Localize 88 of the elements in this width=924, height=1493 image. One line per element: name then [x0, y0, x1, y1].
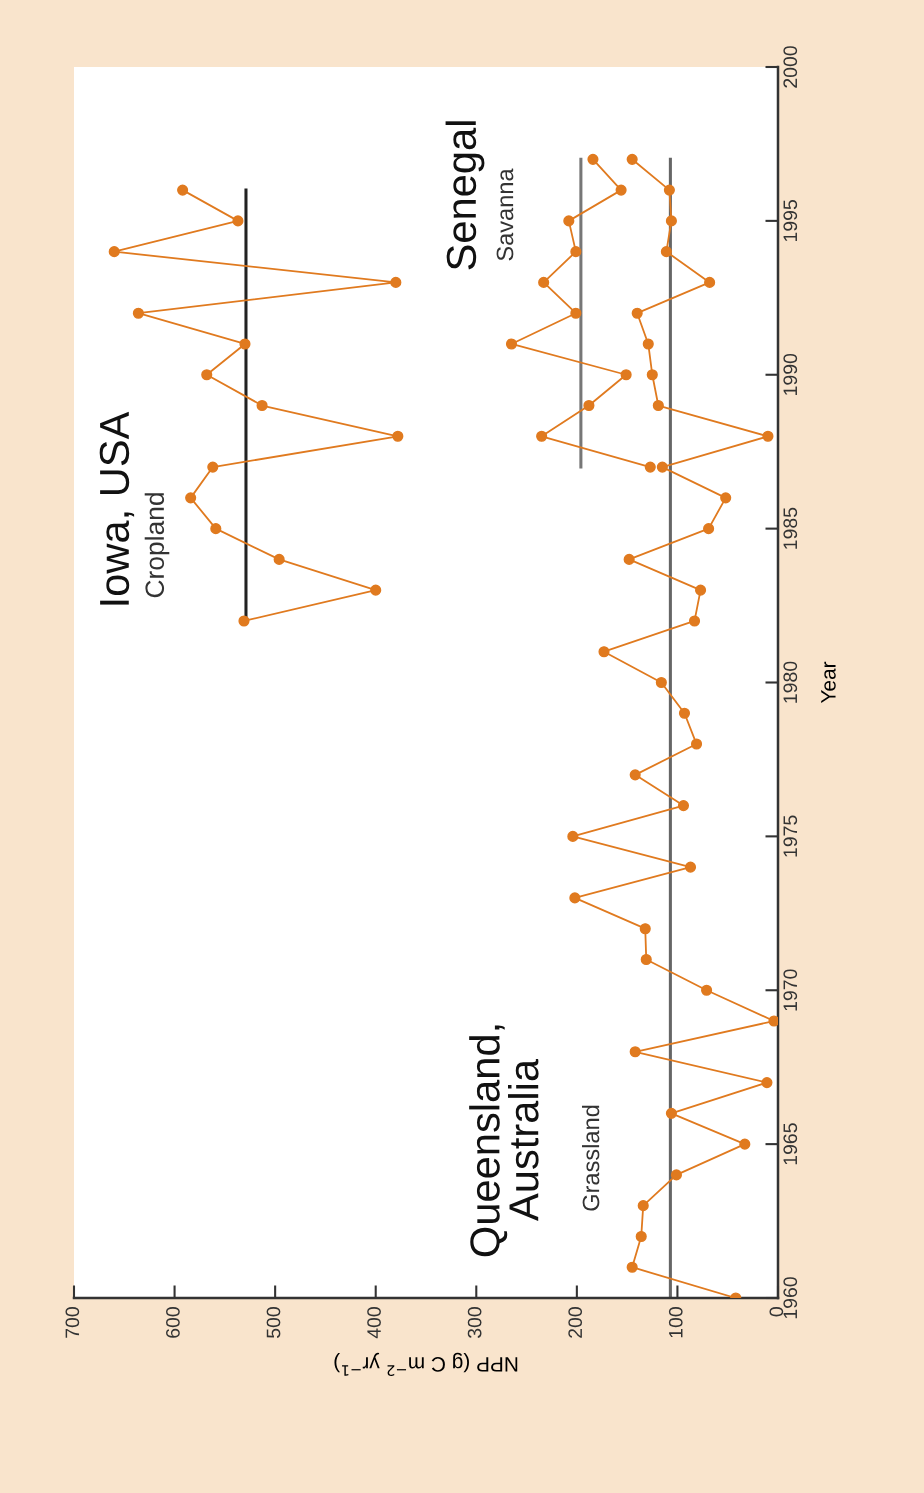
- point: [238, 615, 250, 627]
- point: [273, 553, 285, 565]
- point: [739, 1138, 751, 1150]
- point: [256, 399, 268, 412]
- point: [678, 707, 691, 719]
- point: [665, 215, 677, 227]
- point: [703, 523, 715, 535]
- point: [642, 338, 654, 350]
- annotation: Savanna: [496, 168, 514, 261]
- y-tick-label: 1995: [783, 200, 798, 242]
- point: [598, 646, 610, 658]
- point: [567, 830, 579, 842]
- point: [677, 800, 690, 812]
- x-tick-label: 700: [65, 1307, 80, 1338]
- point: [201, 369, 213, 381]
- point: [762, 430, 774, 442]
- point: [635, 1230, 647, 1243]
- point: [108, 246, 120, 258]
- point: [210, 523, 222, 535]
- point: [177, 184, 189, 196]
- point: [232, 215, 244, 227]
- y-tick-label: 1965: [783, 1123, 798, 1165]
- annotation: Senegal: [445, 121, 485, 270]
- point: [761, 1077, 773, 1089]
- x-tick-label: 400: [367, 1307, 381, 1339]
- point: [663, 184, 675, 196]
- x-tick-label: 300: [467, 1307, 482, 1339]
- point: [239, 338, 251, 350]
- point: [631, 307, 643, 319]
- annotation: Cropland: [144, 493, 170, 598]
- point: [665, 1107, 677, 1119]
- x-tick-label: 500: [266, 1307, 281, 1338]
- point: [370, 584, 382, 596]
- point: [392, 430, 404, 442]
- point: [768, 1015, 778, 1027]
- point: [583, 399, 595, 412]
- point: [570, 246, 582, 258]
- point: [646, 369, 658, 381]
- x-tick-label: 100: [668, 1307, 683, 1338]
- point: [620, 369, 632, 381]
- x-tick-label: 200: [568, 1307, 583, 1338]
- point: [615, 184, 627, 196]
- y-axis-title: Year: [821, 661, 836, 704]
- y-tick-label: 2000: [783, 46, 798, 88]
- annotation: Iowa, USA: [99, 411, 135, 605]
- point: [626, 1261, 638, 1273]
- point: [563, 215, 575, 227]
- point: [623, 553, 635, 565]
- point: [132, 307, 144, 319]
- point: [569, 892, 581, 904]
- x-tick-label: 600: [166, 1307, 180, 1338]
- y-tick-label: 1985: [783, 507, 798, 549]
- annotation: Grassland: [581, 1105, 600, 1211]
- point: [640, 953, 652, 966]
- point: [655, 676, 667, 689]
- y-tick-label: 1970: [783, 969, 798, 1011]
- point: [656, 461, 668, 473]
- annotation: Queensland, Australia: [469, 1025, 539, 1257]
- point: [207, 461, 219, 473]
- point: [690, 738, 703, 750]
- point: [660, 246, 672, 258]
- point: [639, 923, 651, 935]
- point: [587, 153, 599, 165]
- point: [701, 984, 713, 996]
- point: [629, 769, 641, 781]
- point: [538, 276, 550, 288]
- y-tick-label: 1960: [783, 1277, 798, 1319]
- y-tick-label: 1975: [783, 815, 798, 857]
- point: [505, 338, 518, 350]
- point: [688, 615, 701, 627]
- point: [704, 276, 716, 288]
- point: [695, 584, 707, 596]
- point: [629, 1046, 641, 1058]
- point: [570, 307, 582, 319]
- y-tick-label: 1980: [783, 661, 798, 703]
- point: [185, 492, 197, 504]
- point: [644, 461, 656, 473]
- point: [390, 276, 402, 288]
- y-tick-label: 1990: [783, 353, 798, 395]
- point: [626, 153, 638, 165]
- point: [684, 861, 697, 873]
- point: [652, 399, 664, 412]
- x-tick-label: 0: [769, 1307, 784, 1317]
- point: [670, 1169, 682, 1181]
- point: [720, 492, 732, 504]
- point: [637, 1200, 649, 1212]
- point: [536, 430, 548, 442]
- x-axis-title: NPP (g C m$^{−2}$ yr$^{−1}$): [334, 1352, 518, 1376]
